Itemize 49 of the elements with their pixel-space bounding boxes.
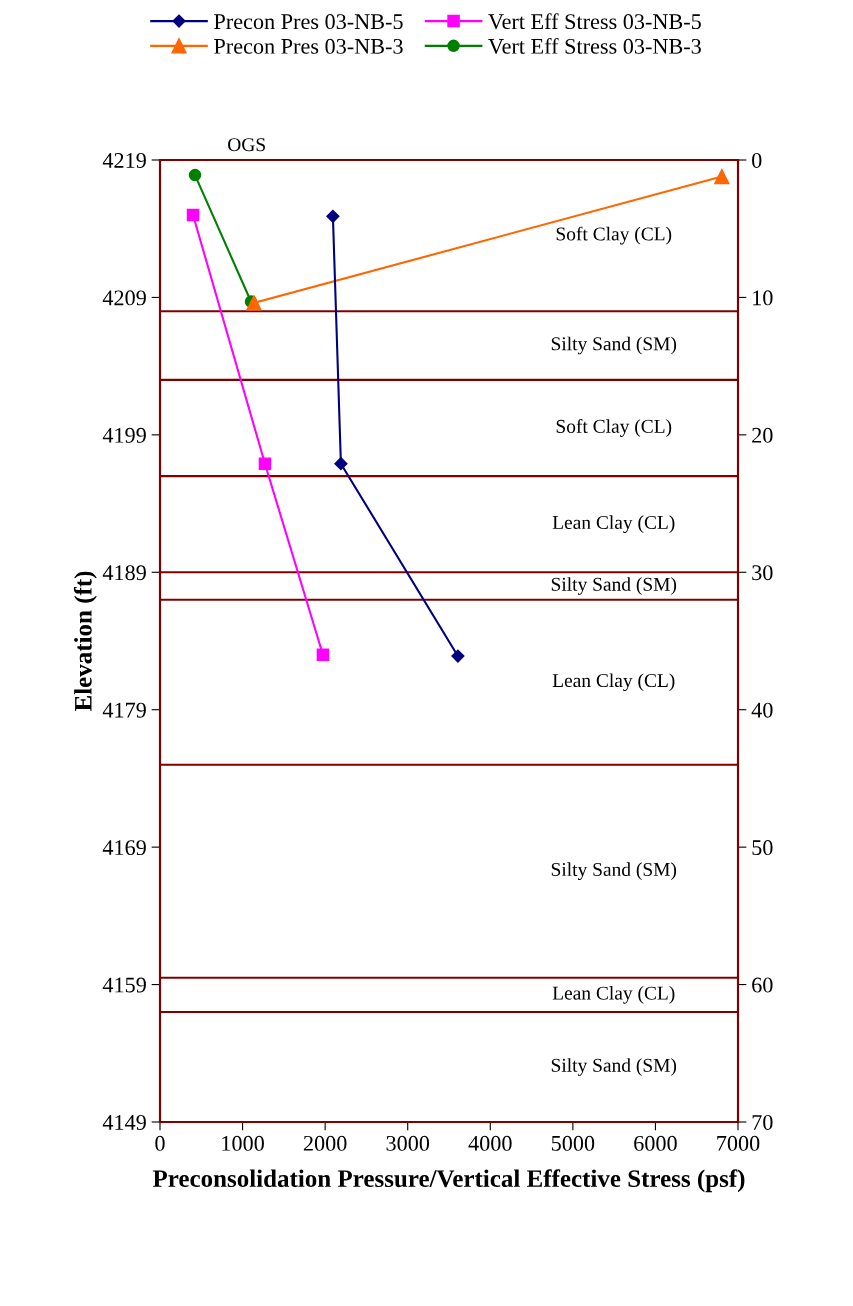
x-tick-label: 6000 (634, 1135, 677, 1151)
point (326, 209, 340, 223)
annotation: Silty Sand (SM) (551, 1058, 677, 1076)
legend-label: Vert Eff Stress 03-NB-5 (488, 13, 701, 30)
y-tick-label: 4209 (102, 290, 146, 306)
point (334, 457, 348, 471)
text: OGS (228, 138, 265, 152)
annotation: Lean Clay (CL) (552, 986, 675, 1004)
x-axis-title: Preconsolidation Pressure/Vertical Effective Stress (psf) (152, 1169, 745, 1193)
point (246, 295, 262, 311)
y-tick-label: 4149 (102, 1114, 146, 1130)
y2-tick-label: 20 (752, 427, 773, 443)
x-tick-label: 2000 (303, 1135, 347, 1151)
annotation: Soft Clay (CL) (556, 419, 672, 437)
point (451, 649, 465, 663)
x-tick-label: 0 (155, 1135, 165, 1151)
x-tick-label: 4000 (468, 1135, 512, 1151)
x-tick-label: 7000 (717, 1135, 760, 1151)
y2-tick-label: 30 (752, 565, 773, 581)
point (316, 648, 330, 661)
annotation: Silty Sand (SM) (551, 577, 677, 595)
point (258, 457, 272, 470)
y2-tick-label: 10 (753, 290, 773, 306)
point (188, 168, 202, 182)
annotation: Silty Sand (SM) (551, 336, 677, 355)
y-tick-label: 4189 (102, 565, 146, 581)
x-tick-label: 3000 (386, 1135, 430, 1151)
y2-tick-label: 50 (752, 840, 773, 856)
legend-label: Vert Eff Stress 03-NB-3 (488, 37, 701, 54)
y-axis-title: Elevation (ft) (73, 571, 97, 712)
x-tick-label: 1000 (222, 1135, 264, 1151)
y-tick-label: 4159 (102, 977, 146, 993)
y2-tick-label: 70 (752, 1114, 773, 1130)
legend-label: Precon Pres 03-NB-5 (214, 14, 403, 30)
legend-label: Precon Pres 03-NB-3 (214, 38, 403, 54)
y2-tick-label: 0 (752, 152, 762, 168)
annotation: Silty Sand (SM) (551, 862, 677, 881)
y-tick-label: 4179 (102, 702, 146, 718)
y-tick-label: 4169 (102, 840, 146, 856)
point (186, 208, 200, 222)
annotation: Soft Clay (CL) (556, 226, 672, 245)
y2-tick-label: 40 (751, 702, 773, 718)
annotation: Lean Clay (CL) (552, 515, 675, 534)
annotation: Lean Clay (CL) (552, 673, 675, 692)
x-tick-label: 5000 (551, 1135, 595, 1151)
y-tick-label: 4199 (102, 427, 146, 443)
point (714, 168, 730, 185)
y2-tick-label: 60 (752, 977, 773, 993)
y-tick-label: 4219 (102, 152, 146, 168)
